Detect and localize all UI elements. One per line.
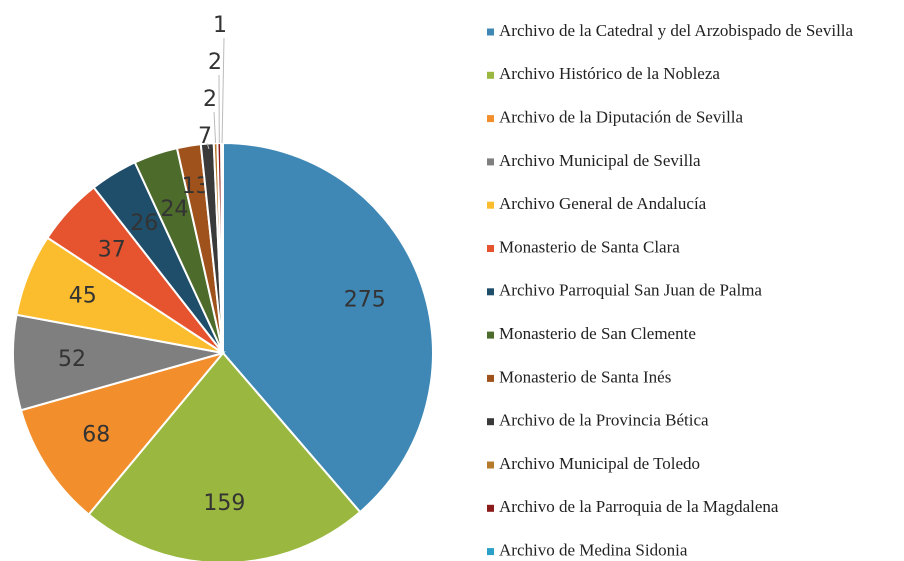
legend-swatch bbox=[487, 28, 494, 36]
pie-slice bbox=[19, 351, 226, 516]
legend-swatch bbox=[487, 115, 494, 123]
legend-label: Archivo General de Andalucía bbox=[499, 194, 707, 213]
leader-line bbox=[213, 111, 217, 144]
legend-swatch bbox=[487, 461, 494, 469]
data-label: 159 bbox=[203, 491, 245, 516]
data-label: 1 bbox=[213, 13, 227, 38]
data-label: 37 bbox=[98, 238, 126, 263]
legend-swatch bbox=[487, 504, 494, 512]
data-label: 2 bbox=[203, 87, 217, 112]
data-label: 2 bbox=[208, 50, 222, 75]
data-label: 45 bbox=[69, 284, 97, 309]
leader-line bbox=[221, 37, 225, 144]
legend-label: Monasterio de Santa Inés bbox=[499, 367, 671, 386]
legend-label: Archivo de la Parroquia de la Magdalena bbox=[499, 497, 779, 516]
legend-swatch bbox=[487, 201, 494, 209]
legend-label: Archivo de la Catedral y del Arzobispado… bbox=[499, 21, 854, 40]
legend-swatch bbox=[487, 548, 494, 556]
legend-label: Archivo Municipal de Sevilla bbox=[499, 151, 701, 170]
data-label: 26 bbox=[130, 211, 158, 236]
legend-label: Monasterio de Santa Clara bbox=[499, 237, 680, 256]
legend-label: Monasterio de San Clemente bbox=[499, 324, 696, 343]
legend-swatch bbox=[487, 331, 494, 339]
legend-swatch bbox=[487, 288, 494, 296]
data-label: 24 bbox=[160, 197, 188, 222]
pie-slice bbox=[87, 351, 362, 561]
legend-label: Archivo de la Provincia Bética bbox=[499, 411, 709, 430]
legend-label: Archivo Parroquial San Juan de Palma bbox=[499, 281, 762, 300]
data-label: 68 bbox=[82, 422, 110, 447]
legend-label: Archivo de Medina Sidonia bbox=[499, 541, 688, 560]
legend-label: Archivo Histórico de la Nobleza bbox=[499, 64, 720, 83]
legend-swatch bbox=[487, 374, 494, 382]
legend-label: Archivo Municipal de Toledo bbox=[499, 454, 700, 473]
legend-swatch bbox=[487, 245, 494, 252]
data-label: 52 bbox=[58, 347, 86, 372]
data-label: 275 bbox=[344, 287, 386, 312]
legend-swatch bbox=[487, 418, 494, 426]
leader-line bbox=[206, 143, 210, 150]
legend-swatch bbox=[487, 158, 494, 166]
pie-slice bbox=[222, 141, 434, 514]
data-label: 7 bbox=[198, 124, 212, 149]
legend-label: Archivo de la Diputación de Sevilla bbox=[499, 108, 744, 127]
legend-swatch bbox=[487, 71, 494, 79]
